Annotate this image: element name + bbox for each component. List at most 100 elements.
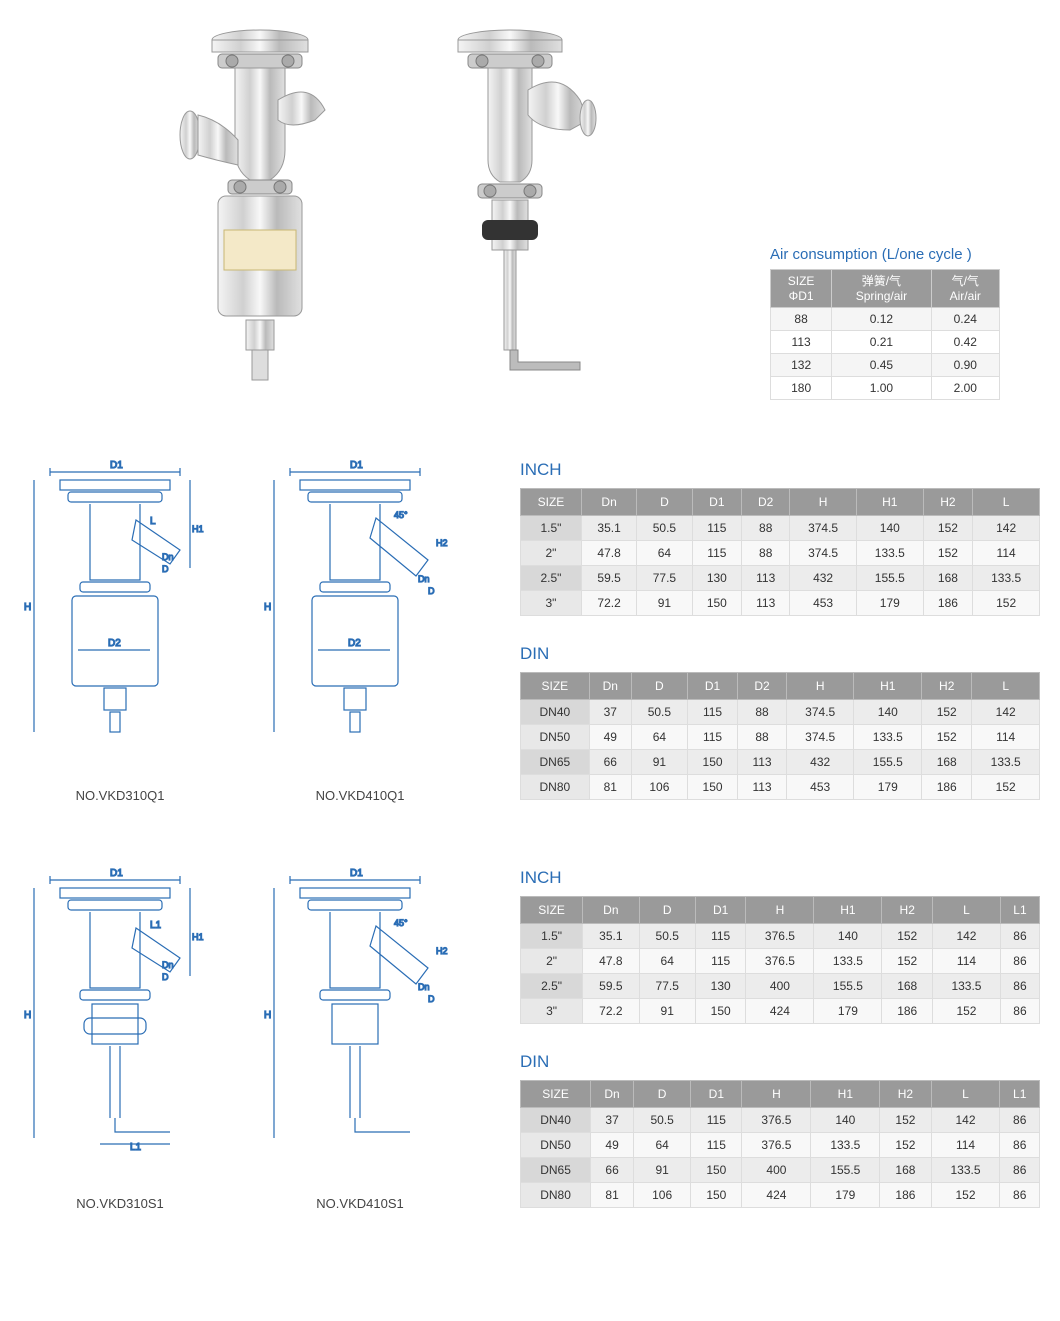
spec-cell: 91 xyxy=(637,591,692,616)
spec-cell: 152 xyxy=(932,999,1000,1024)
spec-cell: 150 xyxy=(687,750,737,775)
spec-th: H2 xyxy=(882,897,933,924)
spec-cell: 168 xyxy=(882,974,933,999)
diagram-label-q1a: NO.VKD310Q1 xyxy=(20,788,220,803)
spec-cell: 86 xyxy=(1000,999,1039,1024)
spec-cell: 140 xyxy=(854,700,922,725)
spec-cell: 152 xyxy=(972,775,1040,800)
spec-th: H1 xyxy=(811,1081,880,1108)
spec-cell: 3" xyxy=(521,591,582,616)
air-cell: 0.24 xyxy=(931,308,999,331)
air-th-size: SIZEΦD1 xyxy=(771,270,832,308)
svg-text:45°: 45° xyxy=(394,510,408,520)
spec-cell: 115 xyxy=(687,700,737,725)
svg-text:Dn: Dn xyxy=(162,552,174,562)
spec-cell: 50.5 xyxy=(631,700,687,725)
spec-th: H1 xyxy=(856,489,923,516)
spec-cell: 432 xyxy=(786,750,854,775)
spec-cell: 86 xyxy=(1000,974,1039,999)
spec-cell: 50.5 xyxy=(637,516,692,541)
spec-cell: 453 xyxy=(786,775,854,800)
spec-cell: 374.5 xyxy=(786,700,854,725)
svg-text:45°: 45° xyxy=(394,918,408,928)
spec-cell: 47.8 xyxy=(583,949,639,974)
air-cell: 2.00 xyxy=(931,377,999,400)
spec-cell: DN40 xyxy=(521,1108,591,1133)
spec-cell: 186 xyxy=(922,775,972,800)
spec-cell: 50.5 xyxy=(639,924,695,949)
spec-th: SIZE xyxy=(521,897,583,924)
spec-cell: DN40 xyxy=(521,700,590,725)
spec-th: SIZE xyxy=(521,1081,591,1108)
air-consumption-table: SIZEΦD1 弹簧/气Spring/air 气/气Air/air 880.12… xyxy=(770,269,1000,400)
spec-cell: 400 xyxy=(746,974,814,999)
spec-cell: 64 xyxy=(637,541,692,566)
spec-cell: 155.5 xyxy=(854,750,922,775)
spec-th: D1 xyxy=(687,673,737,700)
spec-th: D2 xyxy=(738,673,787,700)
spec-cell: DN50 xyxy=(521,725,590,750)
air-cell: 1.00 xyxy=(832,377,931,400)
spec-cell: 86 xyxy=(1000,924,1039,949)
svg-text:L1: L1 xyxy=(150,920,162,931)
spec-cell: 77.5 xyxy=(639,974,695,999)
spec-cell: 152 xyxy=(880,1133,931,1158)
spec-cell: 2.5" xyxy=(521,974,583,999)
air-cell: 0.21 xyxy=(832,331,931,354)
heading-inch-q: INCH xyxy=(520,460,1040,480)
spec-cell: DN50 xyxy=(521,1133,591,1158)
spec-cell: DN65 xyxy=(521,1158,591,1183)
spec-cell: 115 xyxy=(691,1133,742,1158)
spec-cell: 152 xyxy=(922,700,972,725)
spec-th: H xyxy=(786,673,854,700)
air-consumption-title: Air consumption (L/one cycle ) xyxy=(770,246,1000,263)
spec-cell: 114 xyxy=(972,725,1040,750)
svg-text:D1: D1 xyxy=(110,460,123,471)
spec-cell: 374.5 xyxy=(790,516,857,541)
spec-cell: 72.2 xyxy=(583,999,639,1024)
diagram-vkd410s1: D1 45° H2 H Dn xyxy=(260,868,460,1236)
spec-th: H1 xyxy=(814,897,882,924)
spec-cell: 150 xyxy=(691,1183,742,1208)
table-inch-s: SIZEDnDD1HH1H2LL1 1.5"35.150.5115376.514… xyxy=(520,896,1040,1024)
svg-text:D2: D2 xyxy=(348,638,361,649)
table-din-q: SIZEDnDD1D2HH1H2L DN403750.511588374.514… xyxy=(520,672,1040,800)
spec-th: Dn xyxy=(589,673,631,700)
spec-cell: 150 xyxy=(691,1158,742,1183)
spec-th: D2 xyxy=(742,489,790,516)
spec-cell: 81 xyxy=(589,775,631,800)
spec-cell: 168 xyxy=(922,750,972,775)
spec-cell: 155.5 xyxy=(811,1158,880,1183)
spec-cell: 64 xyxy=(639,949,695,974)
spec-cell: 115 xyxy=(695,949,746,974)
svg-text:H: H xyxy=(264,602,271,613)
air-cell: 88 xyxy=(771,308,832,331)
spec-cell: 140 xyxy=(811,1108,880,1133)
spec-cell: 113 xyxy=(742,591,790,616)
spec-cell: 376.5 xyxy=(742,1133,811,1158)
spec-cell: 113 xyxy=(738,775,787,800)
spec-th: SIZE xyxy=(521,489,582,516)
spec-th: L xyxy=(931,1081,1000,1108)
spec-cell: 133.5 xyxy=(931,1158,1000,1183)
spec-cell: 86 xyxy=(1000,1158,1040,1183)
spec-th: L1 xyxy=(1000,1081,1040,1108)
spec-cell: 81 xyxy=(591,1183,634,1208)
spec-cell: 152 xyxy=(880,1108,931,1133)
spec-cell: 77.5 xyxy=(637,566,692,591)
spec-cell: 179 xyxy=(814,999,882,1024)
svg-text:D2: D2 xyxy=(108,638,121,649)
svg-text:Dn: Dn xyxy=(418,982,430,992)
spec-cell: 2" xyxy=(521,541,582,566)
air-cell: 0.12 xyxy=(832,308,931,331)
spec-cell: 374.5 xyxy=(786,725,854,750)
spec-cell: 35.1 xyxy=(581,516,636,541)
spec-cell: 400 xyxy=(742,1158,811,1183)
heading-din-s: DIN xyxy=(520,1052,1040,1072)
spec-cell: 88 xyxy=(742,541,790,566)
table-inch-q: SIZEDnDD1D2HH1H2L 1.5"35.150.511588374.5… xyxy=(520,488,1040,616)
air-th-air: 气/气Air/air xyxy=(931,270,999,308)
air-cell: 0.90 xyxy=(931,354,999,377)
spec-th: D xyxy=(631,673,687,700)
spec-cell: 106 xyxy=(634,1183,691,1208)
